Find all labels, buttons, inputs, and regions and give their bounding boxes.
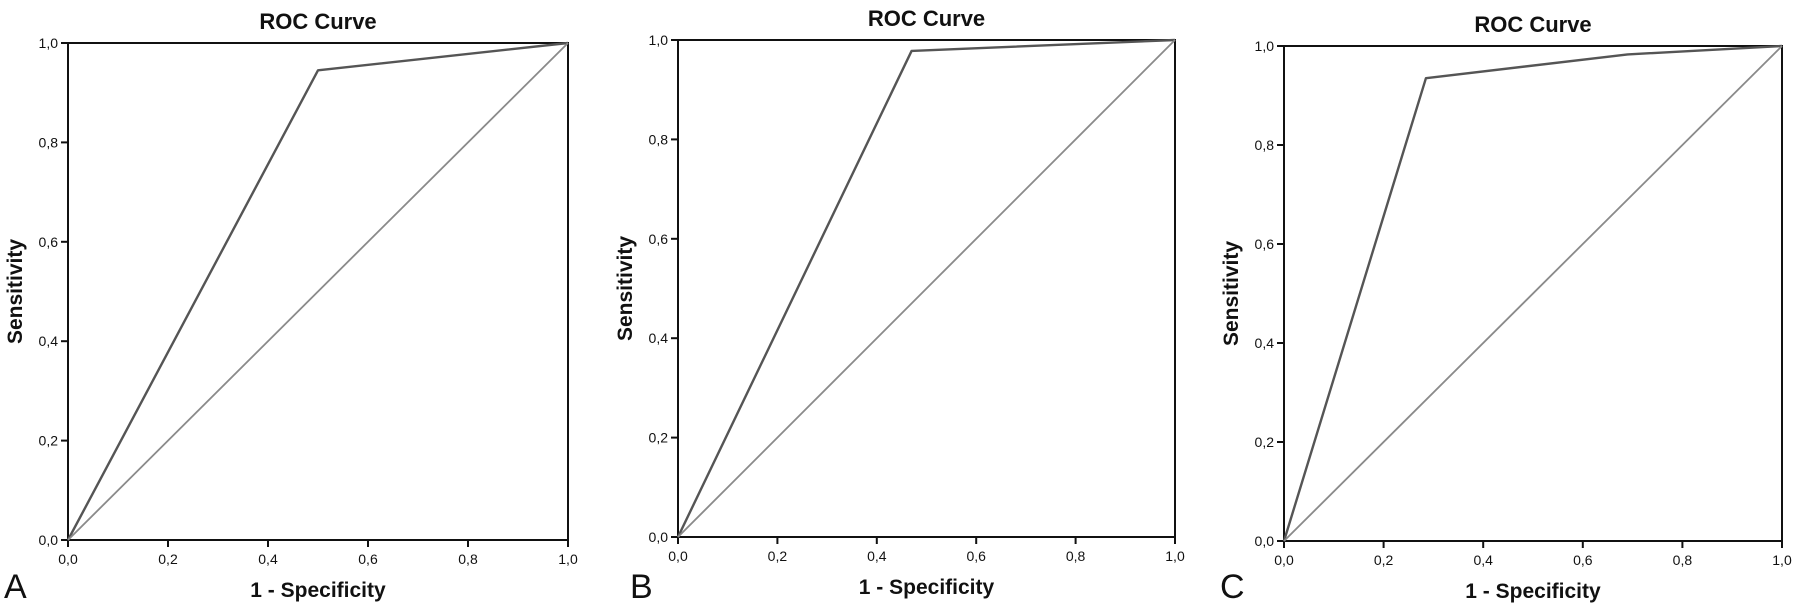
y-tick-label: 1,0 [649,32,669,48]
y-axis-label: Sensitivity [614,236,637,341]
y-tick-label: 0,4 [1255,335,1275,351]
y-tick-label: 0,0 [649,529,669,545]
plot-frame [1283,45,1783,542]
panel-label: A [4,568,27,606]
x-tick-label: 0,6 [358,551,378,567]
roc-panel-c: ROC Curve 0,0 0,2 0,4 0,6 0,8 1,0 0,0 0,2 0,4 0,6 0… [1220,12,1792,606]
y-tick-label: 0,6 [1255,236,1275,252]
y-tick-label: 1,0 [1255,38,1275,54]
roc-curve-line [1282,44,1783,542]
x-tick-label: 0,8 [458,551,478,567]
chart-title: ROC Curve [1474,12,1591,37]
y-tick-label: 0,0 [1255,533,1275,549]
y-tick-label: 0,6 [39,234,59,250]
x-tick-label: 0,4 [258,551,278,567]
y-tick-label: 0,2 [39,433,59,449]
plot-frame [677,39,1176,538]
x-tick-label: 0,0 [58,551,78,567]
x-axis-label: 1 - Specificity [1465,580,1601,603]
reference-diagonal-line [67,42,569,541]
x-axis-label: 1 - Specificity [859,576,995,599]
y-tick-label: 0,6 [649,231,669,247]
y-tick-label: 0,8 [1255,137,1275,153]
y-tick-label: 1,0 [39,35,59,51]
x-tick-label: 0,6 [966,548,986,564]
x-tick-label: 0,6 [1573,552,1593,568]
x-tick-label: 0,2 [768,548,788,564]
y-tick-label: 0,8 [39,134,59,150]
x-tick-label: 0,8 [1066,548,1086,564]
chart-title: ROC Curve [259,9,376,34]
x-tick-label: 1,0 [1165,548,1185,564]
x-tick-label: 0,2 [1374,552,1394,568]
y-tick-label: 0,2 [1255,434,1275,450]
y-tick-label: 0,4 [649,330,669,346]
panel-label: B [630,568,653,606]
panel-label: C [1220,568,1245,606]
x-tick-label: 1,0 [558,551,578,567]
y-tick-label: 0,4 [39,333,59,349]
roc-panel-b: ROC Curve 0,0 0,2 0,4 0,6 0,8 1,0 0,0 0,2 0,4 0,6 0… [614,6,1185,606]
x-tick-label: 0,4 [867,548,887,564]
x-tick-label: 1,0 [1772,552,1792,568]
y-tick-label: 0,2 [649,430,669,446]
reference-diagonal-line [1283,45,1783,542]
roc-panel-a: ROC Curve 0,0 0,2 0,4 0,6 0,8 1,0 0,0 0,2 0,4 0,6 0… [4,9,578,606]
y-axis-label: Sensitivity [1220,241,1243,346]
y-tick-label: 0,8 [649,131,669,147]
plot-frame [67,42,569,541]
x-tick-label: 0,0 [1274,552,1294,568]
y-axis-label: Sensitivity [4,239,27,344]
y-tick-label: 0,0 [39,532,59,548]
x-tick-label: 0,4 [1473,552,1493,568]
reference-diagonal-line [677,39,1176,538]
x-axis-label: 1 - Specificity [250,579,386,602]
x-tick-label: 0,8 [1673,552,1693,568]
x-tick-label: 0,2 [158,551,178,567]
chart-title: ROC Curve [868,6,985,31]
x-tick-label: 0,0 [668,548,688,564]
